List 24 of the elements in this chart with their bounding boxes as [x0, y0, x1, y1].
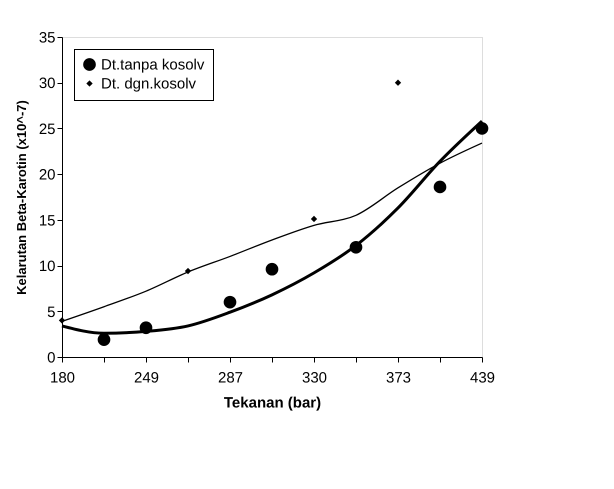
y-tick-label: 10 [38, 258, 56, 276]
y-tick-label: 5 [47, 304, 56, 321]
x-axis-title: Tekanan (bar) [224, 394, 322, 412]
x-tick-label: 180 [50, 370, 76, 386]
point [266, 262, 278, 276]
y-tick-label: 25 [38, 120, 56, 138]
y-tick-label: 15 [38, 212, 56, 230]
y-tick-label: 20 [38, 166, 56, 184]
x-tick-label: 330 [302, 370, 328, 386]
x-tick-label: 287 [218, 370, 244, 386]
point [224, 296, 236, 308]
point [310, 216, 318, 222]
y-tick-label: 35 [38, 30, 56, 46]
x-tick-label: 373 [386, 370, 412, 386]
y-tick-label: 30 [38, 75, 56, 92]
legend-label: Dt. dgn.kosolv [101, 76, 197, 92]
point [394, 80, 402, 86]
point [98, 333, 110, 346]
x-tick-label: 249 [134, 370, 160, 386]
y-tick-label: 0 [47, 350, 56, 366]
legend-label: Dt.tanpa kosolv [101, 56, 205, 74]
y-axis-title: Kelarutan Beta-Karotin (x10^-7) [14, 100, 29, 295]
point [434, 180, 446, 194]
x-tick-label: 439 [470, 370, 496, 386]
